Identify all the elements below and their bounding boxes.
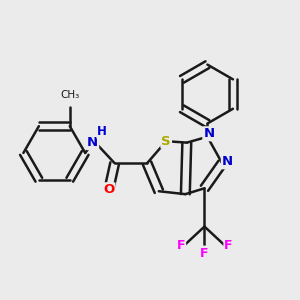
Text: N: N <box>87 136 98 149</box>
Text: CH₃: CH₃ <box>60 90 80 100</box>
Text: N: N <box>222 155 233 168</box>
Text: F: F <box>224 239 233 252</box>
Text: F: F <box>200 247 209 260</box>
Text: S: S <box>161 135 171 148</box>
Text: F: F <box>177 239 185 252</box>
Text: O: O <box>103 183 114 196</box>
Text: H: H <box>98 125 107 138</box>
Text: N: N <box>203 127 214 140</box>
